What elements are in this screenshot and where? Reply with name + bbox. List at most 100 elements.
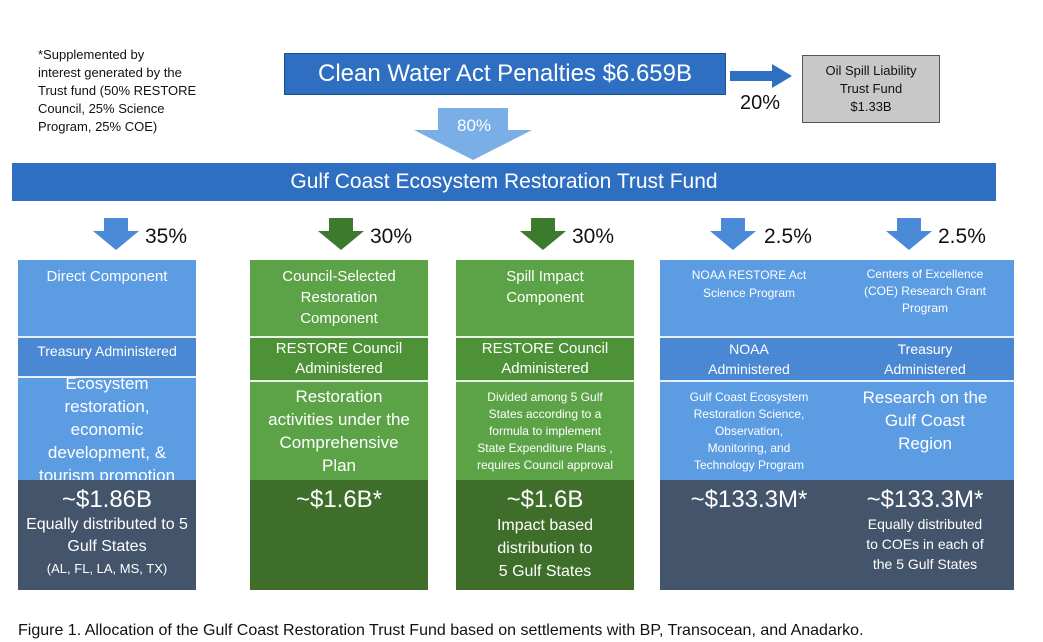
column-council-selected-component: Council-Selected Restoration Component R… bbox=[250, 260, 428, 590]
purpose-line: activities under the bbox=[268, 410, 410, 429]
purpose-line: economic bbox=[70, 419, 144, 439]
purpose-line: Divided among 5 Gulf bbox=[487, 389, 603, 404]
oil-spill-line: $1.33B bbox=[850, 99, 892, 114]
purpose-line: Observation, bbox=[714, 423, 784, 438]
purpose-line: Gulf Coast Ecosystem bbox=[689, 389, 809, 404]
administrator-line: Administered bbox=[884, 361, 966, 377]
detail-line: 5 Gulf States bbox=[498, 563, 592, 580]
component-name-line: Restoration bbox=[300, 289, 378, 306]
administrator-line: Administered bbox=[295, 360, 383, 377]
component-name-line: Centers of Excellence bbox=[866, 267, 984, 281]
purpose-line: State Expenditure Plans , bbox=[477, 440, 613, 455]
administrator-line: RESTORE Council bbox=[481, 340, 609, 357]
component-name: Direct Component bbox=[18, 260, 196, 336]
note-line: Program, 25% COE) bbox=[38, 119, 158, 134]
purpose: Restoration activities under the Compreh… bbox=[250, 380, 428, 480]
administrator: RESTORE Council Administered bbox=[456, 336, 634, 380]
detail-line: Equally distributed to 5 bbox=[26, 516, 188, 533]
administrator: NOAA Administered bbox=[660, 336, 838, 380]
funding-summary: ~$133.3M* Equally distributed to COEs in… bbox=[836, 480, 1014, 590]
detail-line: (AL, FL, LA, MS, TX) bbox=[46, 561, 168, 576]
component-name: Council-Selected Restoration Component bbox=[250, 260, 428, 336]
arrow-down-icon bbox=[520, 218, 566, 250]
purpose-line: Region bbox=[898, 434, 952, 453]
component-name: NOAA RESTORE Act Science Program bbox=[660, 260, 838, 336]
note-line: *Supplemented by bbox=[38, 47, 145, 62]
administrator-line: Administered bbox=[501, 360, 589, 377]
arrow-down-large-icon bbox=[414, 108, 532, 160]
administrator-line: Treasury bbox=[897, 341, 953, 357]
funding-amount: ~$133.3M* bbox=[866, 486, 984, 513]
clean-water-act-box: Clean Water Act Penalties $6.659B bbox=[284, 53, 726, 95]
detail-line: to COEs in each of bbox=[866, 536, 984, 552]
component-name-line: NOAA RESTORE Act bbox=[691, 268, 807, 282]
arrow-down-icon bbox=[93, 218, 139, 250]
funding-amount: ~$1.6B bbox=[506, 486, 584, 513]
purpose-line: Comprehensive bbox=[279, 433, 399, 452]
note-line: interest generated by the bbox=[38, 65, 182, 80]
purpose: Gulf Coast Ecosystem Restoration Science… bbox=[660, 380, 838, 480]
arrow-down-icon bbox=[710, 218, 756, 250]
column-direct-component: Direct Component Treasury Administered E… bbox=[18, 260, 196, 590]
purpose-line: Plan bbox=[321, 456, 357, 475]
funding-amount: ~$1.6B* bbox=[295, 486, 383, 513]
purpose: Divided among 5 Gulf States according to… bbox=[456, 380, 634, 480]
purpose: Research on the Gulf Coast Region bbox=[836, 380, 1014, 480]
trust-fund-label: Gulf Coast Ecosystem Restoration Trust F… bbox=[290, 170, 718, 193]
component-name-line: Council-Selected bbox=[282, 268, 396, 285]
purpose-line: Ecosystem restoration, bbox=[64, 373, 150, 416]
note-line: Council, 25% Science bbox=[38, 101, 165, 116]
column-percent: 2.5% bbox=[938, 225, 986, 248]
purpose-line: Research on the bbox=[862, 388, 988, 407]
column-spill-impact-component: Spill Impact Component RESTORE Council A… bbox=[456, 260, 634, 590]
funding-amount: ~$133.3M* bbox=[690, 486, 808, 513]
detail-line: Equally distributed bbox=[867, 516, 983, 532]
trust-fund-bar: Gulf Coast Ecosystem Restoration Trust F… bbox=[12, 163, 996, 201]
component-name: Spill Impact Component bbox=[456, 260, 634, 336]
administrator-line: NOAA bbox=[729, 341, 769, 357]
purpose-line: formula to implement bbox=[488, 423, 602, 438]
administrator-line: Treasury Administered bbox=[37, 343, 177, 359]
funding-summary: ~$1.6B Impact based distribution to 5 Gu… bbox=[456, 480, 634, 590]
purpose: Ecosystem restoration, economic developm… bbox=[18, 374, 196, 485]
detail-line: Impact based bbox=[496, 517, 594, 534]
funding-amount: ~$1.86B bbox=[61, 486, 153, 513]
purpose-line: Gulf Coast bbox=[884, 411, 966, 430]
column-percent: 35% bbox=[145, 225, 188, 248]
administrator-line: Administered bbox=[708, 361, 790, 377]
column-percent: 30% bbox=[572, 225, 615, 248]
administrator: Treasury Administered bbox=[836, 336, 1014, 380]
oil-spill-percent: 20% bbox=[740, 92, 781, 114]
figure-caption: Figure 1. Allocation of the Gulf Coast R… bbox=[18, 622, 864, 639]
purpose-line: Monitoring, and bbox=[707, 440, 791, 455]
administrator: Treasury Administered bbox=[18, 336, 196, 376]
column-percent: 30% bbox=[370, 225, 413, 248]
oil-spill-fund-box: Oil Spill Liability Trust Fund $1.33B bbox=[802, 55, 940, 123]
component-name-line: Direct Component bbox=[46, 268, 168, 285]
purpose-line: development, & bbox=[47, 442, 167, 462]
purpose-line: requires Council approval bbox=[476, 457, 614, 472]
component-name: Centers of Excellence (COE) Research Gra… bbox=[836, 260, 1014, 336]
funding-summary: ~$133.3M* bbox=[660, 480, 838, 590]
component-name-line: Science Program bbox=[702, 286, 796, 300]
detail-line: the 5 Gulf States bbox=[872, 556, 978, 572]
purpose-line: Restoration bbox=[295, 387, 383, 406]
component-name-line: Program bbox=[901, 301, 948, 315]
component-name-line: Component bbox=[300, 310, 378, 327]
administrator: RESTORE Council Administered bbox=[250, 336, 428, 380]
purpose-line: tourism promotion bbox=[38, 465, 176, 485]
column-percent: 2.5% bbox=[764, 225, 812, 248]
column-noaa-science-program: NOAA RESTORE Act Science Program NOAA Ad… bbox=[660, 260, 838, 590]
funding-summary: ~$1.6B* bbox=[250, 480, 428, 590]
oil-spill-line: Trust Fund bbox=[839, 81, 903, 96]
arrow-right-icon bbox=[730, 64, 792, 88]
detail-line: distribution to bbox=[497, 540, 593, 557]
component-name-line: Spill Impact bbox=[506, 268, 584, 285]
note-line: Trust fund (50% RESTORE bbox=[38, 83, 197, 98]
administrator-line: RESTORE Council bbox=[275, 340, 403, 357]
clean-water-act-label: Clean Water Act Penalties $6.659B bbox=[318, 60, 692, 87]
component-name-line: (COE) Research Grant bbox=[863, 284, 987, 298]
main-arrow-percent: 80% bbox=[456, 116, 492, 135]
supplement-note: *Supplemented by interest generated by t… bbox=[38, 46, 238, 136]
purpose-line: Restoration Science, bbox=[693, 406, 805, 421]
